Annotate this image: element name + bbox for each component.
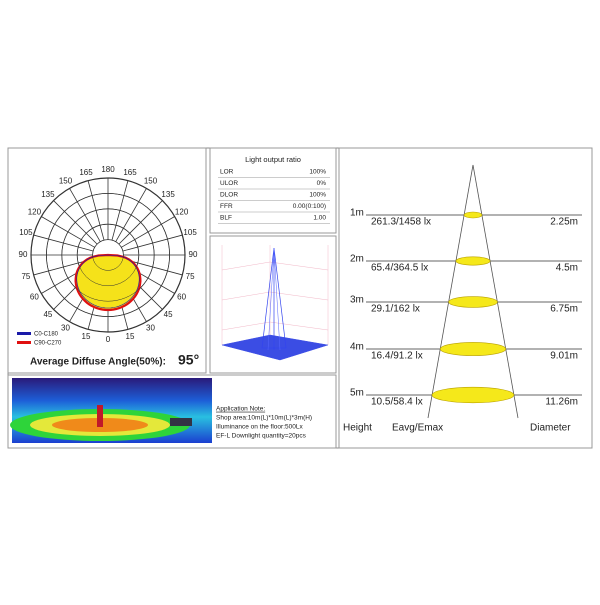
angle-label: 60 bbox=[30, 293, 39, 302]
cone-panel bbox=[338, 147, 593, 449]
legend-swatch bbox=[17, 332, 31, 335]
angle-label: 90 bbox=[189, 250, 198, 259]
lux-label: 10.5/58.4 lx bbox=[371, 397, 423, 408]
table-value: 100% bbox=[309, 169, 326, 176]
table-value: 0% bbox=[317, 180, 327, 187]
legend-label: C0-C180 bbox=[34, 332, 59, 338]
angle-label: 15 bbox=[126, 332, 135, 341]
angle-label: 75 bbox=[21, 272, 30, 281]
table-value: 0.00(0:100) bbox=[293, 203, 326, 210]
table-key: BLF bbox=[220, 215, 232, 222]
height-label: 5m bbox=[350, 388, 364, 399]
angle-label: 150 bbox=[59, 176, 73, 185]
table-value: 100% bbox=[309, 192, 326, 199]
lux-label: 65.4/364.5 lx bbox=[371, 263, 428, 274]
light-spot bbox=[431, 386, 515, 404]
render-panel bbox=[7, 374, 337, 449]
lux-label: 29.1/162 lx bbox=[371, 304, 420, 315]
angle-label: 120 bbox=[28, 208, 42, 217]
light-spot bbox=[455, 256, 491, 266]
polar-curve-c90 bbox=[74, 253, 142, 312]
diameter-label: 6.75m bbox=[550, 304, 578, 315]
height-label: 3m bbox=[350, 295, 364, 306]
polar-panel bbox=[7, 147, 207, 374]
table-key: LOR bbox=[220, 169, 234, 176]
diameter-label: 9.01m bbox=[550, 351, 578, 362]
cone-diagram: 1m 261.3/1458 lx 2.25m 2m 65.4/364.5 lx 4.5m 3… bbox=[350, 164, 582, 419]
angle-label: 105 bbox=[19, 228, 33, 237]
plot3d-panel bbox=[209, 235, 337, 374]
average-value: 95° bbox=[178, 352, 199, 368]
angle-label: 45 bbox=[43, 310, 52, 319]
diameter-label: 2.25m bbox=[550, 217, 578, 228]
polar-ring bbox=[61, 208, 155, 302]
legend-swatch bbox=[17, 341, 31, 344]
angle-label: 165 bbox=[79, 168, 93, 177]
angle-label: 60 bbox=[177, 293, 186, 302]
light-spot bbox=[439, 342, 507, 356]
lux-label: 261.3/1458 lx bbox=[371, 217, 431, 228]
angle-label: 75 bbox=[186, 272, 195, 281]
light-spot bbox=[463, 211, 483, 219]
header-label: Eavg/Emax bbox=[392, 423, 443, 434]
angle-label: 15 bbox=[82, 332, 91, 341]
plot3d bbox=[221, 245, 329, 361]
table-key: DLOR bbox=[220, 192, 238, 199]
height-label: 2m bbox=[350, 254, 364, 265]
table-title: Light output ratio bbox=[245, 155, 301, 164]
angle-label: 180 bbox=[101, 165, 115, 174]
height-label: 1m bbox=[350, 208, 364, 219]
legend-label: C90-C270 bbox=[34, 341, 62, 347]
angle-label: 150 bbox=[144, 176, 158, 185]
note-line: Shop area:10m(L)*10m(L)*3m(H) bbox=[216, 415, 312, 422]
average-label: Average Diffuse Angle(50%): bbox=[30, 357, 166, 368]
height-label: 4m bbox=[350, 342, 364, 353]
angle-label: 0 bbox=[106, 335, 111, 344]
angle-label: 30 bbox=[146, 324, 155, 333]
angle-label: 120 bbox=[175, 208, 189, 217]
angle-label: 105 bbox=[183, 228, 197, 237]
table-panel bbox=[209, 147, 337, 234]
angle-label: 135 bbox=[161, 190, 175, 199]
angle-label: 135 bbox=[41, 190, 55, 199]
note-line: Illuminance on the floor:500Lx bbox=[216, 424, 303, 431]
angle-label: 165 bbox=[123, 168, 137, 177]
polar-ring bbox=[76, 223, 140, 287]
angle-label: 45 bbox=[164, 310, 173, 319]
table-value: 1.00 bbox=[313, 215, 326, 222]
angle-label: 90 bbox=[19, 250, 28, 259]
light-spot bbox=[448, 296, 498, 308]
angle-label: 30 bbox=[61, 324, 70, 333]
lux-label: 16.4/91.2 lx bbox=[371, 351, 423, 362]
output-table: LOR 100% ULOR 0% DLOR 100% FFR 0.00(0:100) BLF 1.… bbox=[218, 169, 330, 224]
polar-ring bbox=[92, 239, 124, 271]
note-line: EF-L Downlight quantity=20pcs bbox=[216, 433, 307, 440]
header-label: Height bbox=[343, 423, 372, 434]
diameter-label: 11.26m bbox=[545, 397, 578, 408]
header-label: Diameter bbox=[530, 423, 571, 434]
table-key: ULOR bbox=[220, 180, 238, 187]
render-image bbox=[10, 378, 212, 443]
polar-curve-c0 bbox=[76, 254, 140, 309]
polar-ring bbox=[46, 193, 170, 317]
diameter-label: 4.5m bbox=[556, 263, 578, 274]
table-key: FFR bbox=[220, 203, 233, 210]
note-line: Application Note: bbox=[216, 406, 265, 413]
polar-ring bbox=[30, 177, 186, 333]
